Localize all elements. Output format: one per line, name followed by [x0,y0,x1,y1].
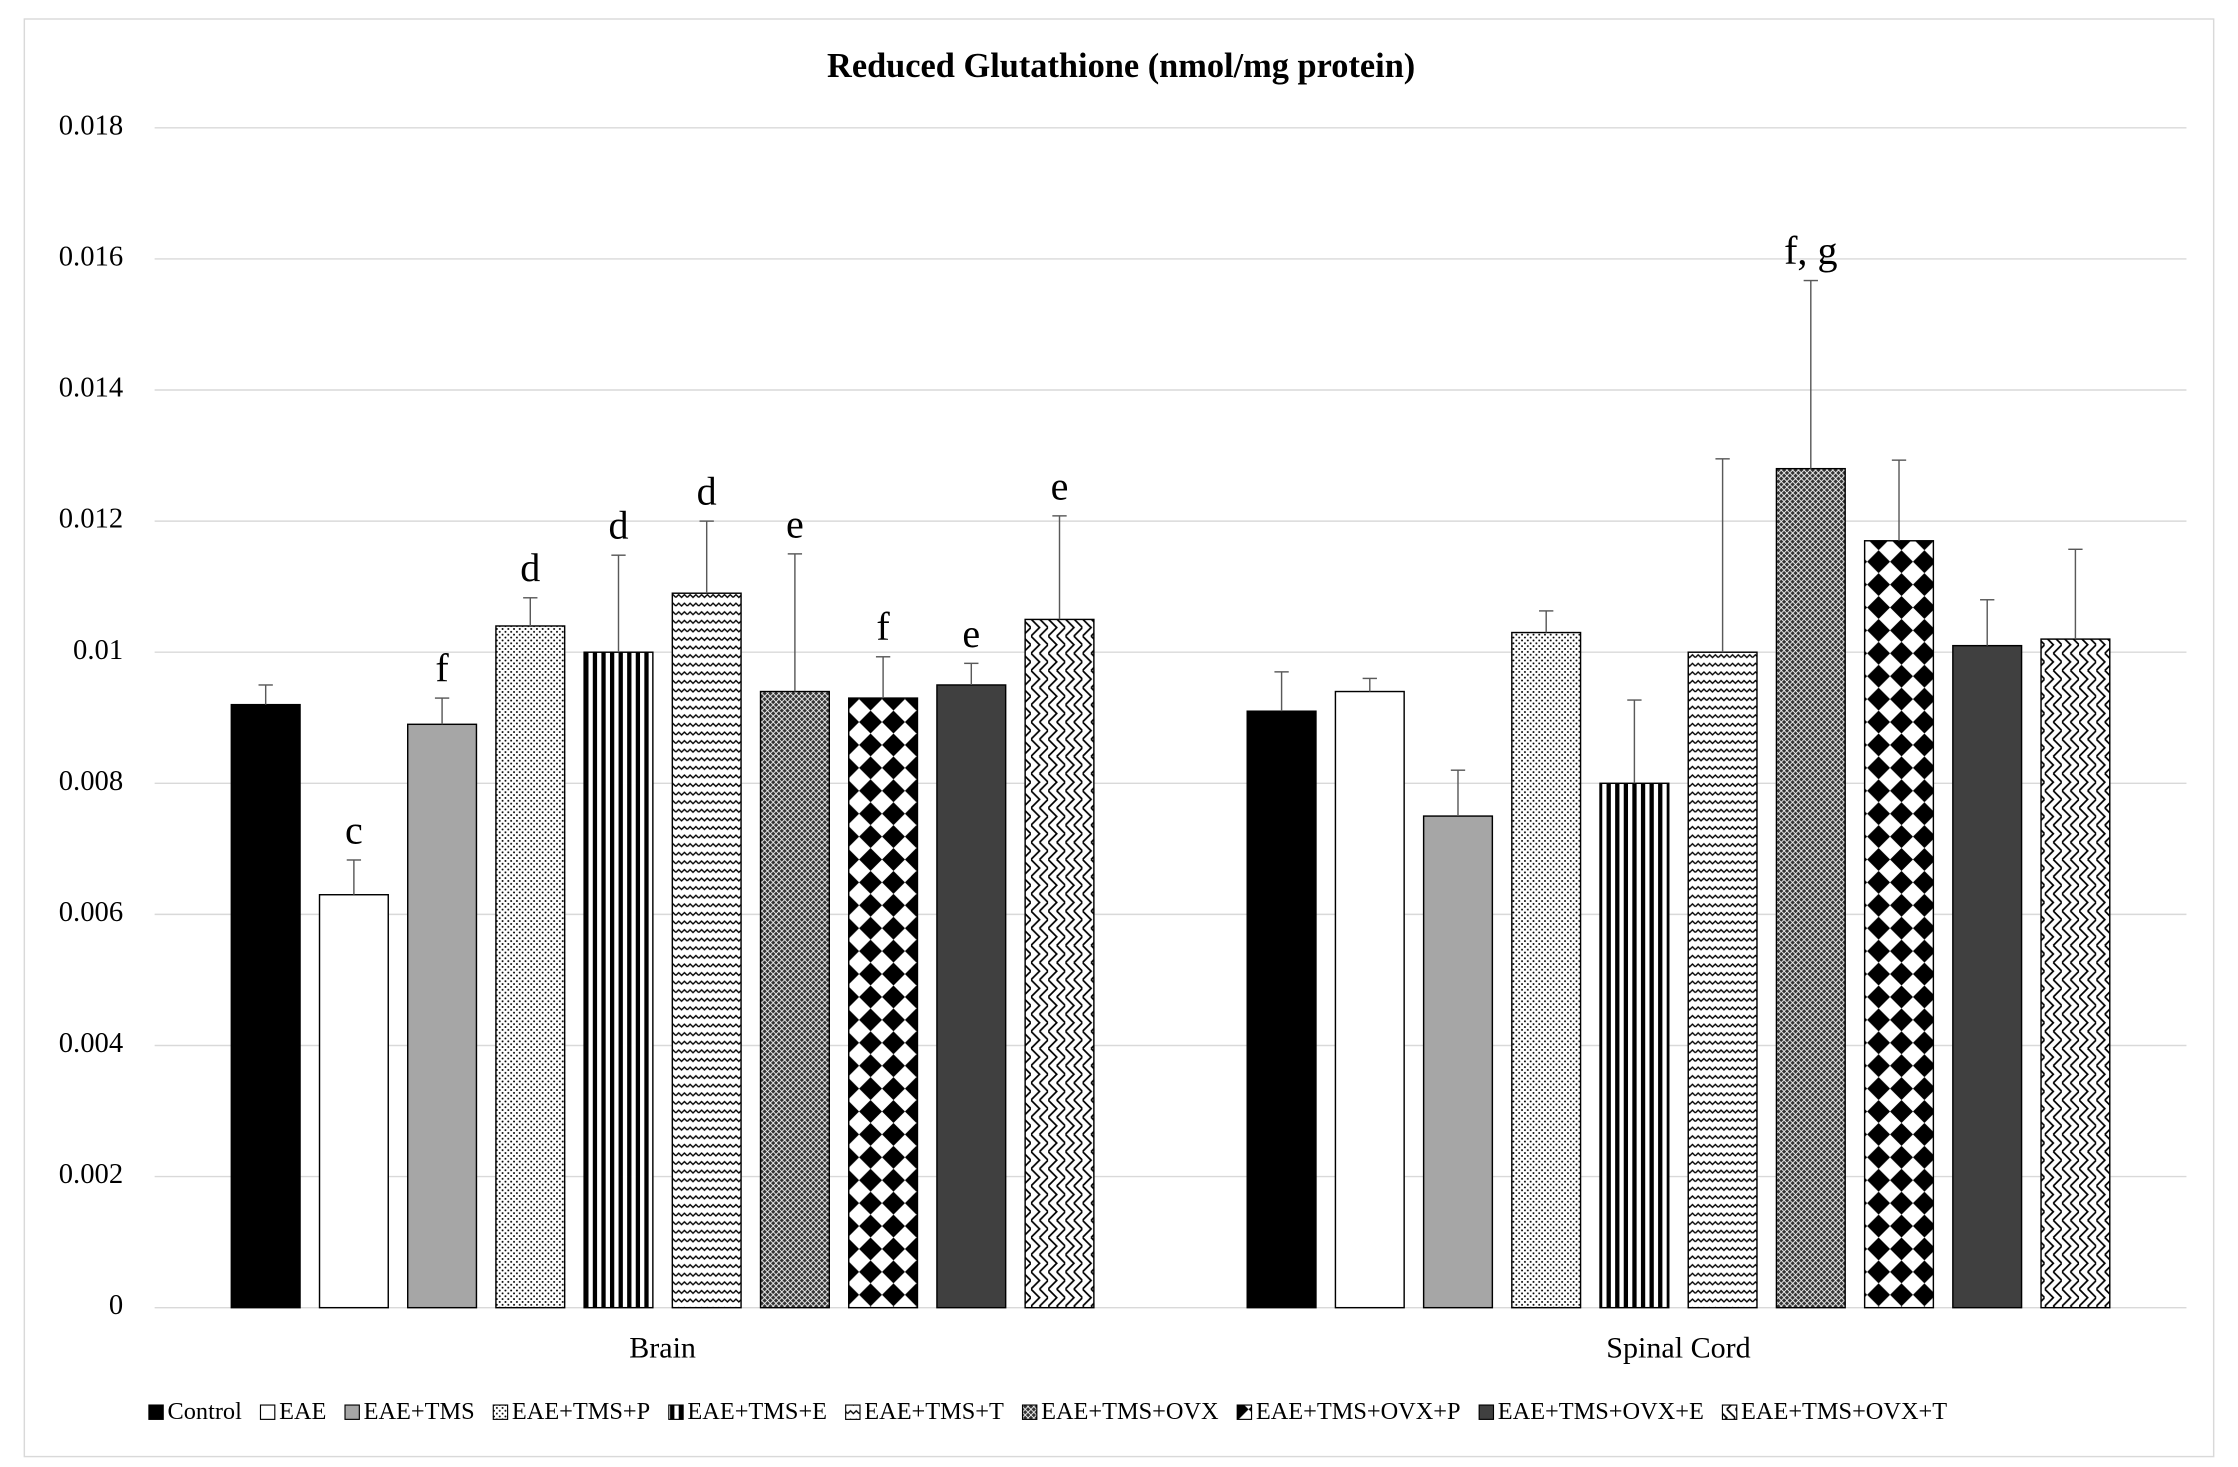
error-bar [699,520,714,594]
significance-letter: f [876,604,890,649]
error-bar [964,662,979,685]
significance-letter: c [345,807,363,852]
legend-swatch [148,1404,164,1420]
significance-letter: d [697,469,717,514]
error-bar [1627,699,1642,784]
significance-letter: f, g [1784,228,1837,273]
significance-letter: e [786,501,804,546]
y-tick-label: 0.006 [59,896,123,928]
bar [318,894,389,1309]
bar [2040,638,2111,1309]
legend-label: EAE+TMS+OVX+E [1498,1398,1704,1425]
bar [1863,540,1935,1309]
legend-swatch [492,1404,509,1420]
error-bar [1274,671,1289,712]
error-bar [1891,459,1907,541]
legend-label: EAE+TMS [364,1398,475,1425]
bar [936,684,1007,1309]
bar [1775,467,1846,1309]
bar [407,723,478,1309]
error-bar [1362,677,1377,692]
y-tick-label: 0.01 [73,634,123,666]
y-tick-label: 0.002 [59,1158,123,1190]
error-bar [2068,548,2083,640]
legend-swatch [344,1404,360,1420]
error-bar [1980,599,1995,646]
bar [671,592,742,1309]
legend-label: EAE+TMS+OVX+P [1256,1398,1461,1425]
error-bar [1715,458,1730,653]
bar [583,651,654,1309]
error-bar [875,656,891,699]
y-tick-label: 0.018 [59,109,123,141]
significance-letter: e [962,611,980,656]
error-bar [787,553,803,692]
bar [1334,690,1405,1309]
legend-swatch [845,1404,861,1420]
bar [230,703,301,1309]
y-tick-label: 0.008 [59,765,123,797]
legend-label: EAE+TMS+E [687,1398,827,1425]
legend-swatch [668,1404,684,1420]
y-tick-label: 0.016 [59,240,123,272]
error-bar [1450,769,1466,817]
legend-swatch [1478,1404,1495,1420]
error-bar [1803,279,1818,469]
legend-swatch [259,1404,276,1420]
legend-label: EAE+TMS+T [864,1398,1004,1425]
legend-label: Control [168,1398,243,1425]
legend-swatch [1236,1404,1253,1420]
chart-title: Reduced Glutathione (nmol/mg protein) [827,47,1415,85]
legend-swatch [1021,1404,1038,1420]
bar [1422,815,1494,1309]
significance-letter: e [1051,463,1069,508]
significance-letter: d [520,545,540,590]
y-tick-label: 0.012 [59,503,123,535]
error-bar [1052,515,1067,620]
legend-label: EAE+TMS+OVX+T [1741,1398,1947,1425]
bar [1024,618,1095,1309]
bar [759,690,830,1309]
error-bar [523,597,538,626]
bar [495,625,566,1309]
error-bar [611,554,626,653]
x-tick-label: Spinal Cord [1606,1331,1750,1365]
significance-letter: f [435,646,449,691]
y-tick-label: 0.014 [59,372,123,404]
bar [1952,644,2023,1309]
bar [1687,651,1758,1309]
error-bar [434,697,450,725]
bar [1511,631,1582,1309]
legend-label: EAE+TMS+P [512,1398,650,1425]
error-bar [346,859,362,895]
x-tick-label: Brain [629,1331,696,1365]
legend-label: EAE [279,1398,326,1425]
legend-swatch [1721,1404,1738,1420]
error-bar [258,684,273,705]
bar [1599,782,1670,1309]
significance-letter: d [608,503,628,548]
y-tick-label: 0 [109,1289,123,1321]
error-bar [1539,610,1554,633]
y-tick-label: 0.004 [59,1027,123,1059]
legend-label: EAE+TMS+OVX [1041,1398,1219,1425]
bar [1246,710,1317,1309]
bar [848,697,919,1309]
